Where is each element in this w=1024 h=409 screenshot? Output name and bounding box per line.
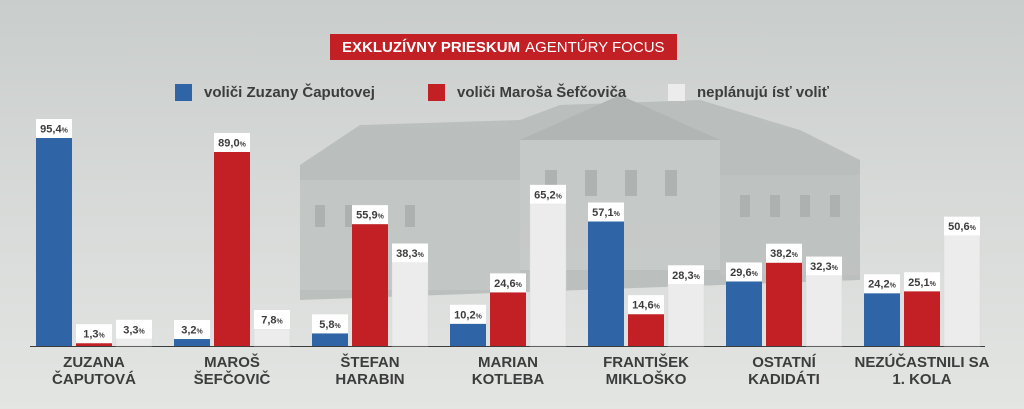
bar-sefcovic [490, 292, 526, 346]
data-label: 25,1% [908, 277, 936, 289]
data-label-box [766, 243, 802, 263]
data-label-box [116, 319, 152, 339]
chart-title: EXKLUZÍVNY PRIESKUM AGENTÚRY FOCUS [330, 34, 677, 60]
bar-sefcovic [628, 314, 664, 346]
bar-caputova [312, 333, 348, 346]
data-label: 7,8% [261, 314, 283, 326]
bar-caputova [36, 138, 72, 346]
data-label-box [628, 295, 664, 315]
data-label-box [392, 243, 428, 263]
legend-label-nonvoters: neplánujú ísť voliť [697, 84, 829, 101]
chart-title-regular: AGENTÚRY FOCUS [525, 38, 665, 56]
legend-swatch-sefcovic [428, 84, 445, 101]
legend-item-nonvoters: neplánujú ísť voliť [668, 84, 829, 101]
legend-swatch-caputova [175, 84, 192, 101]
bar-caputova [726, 281, 762, 346]
legend-item-caputova: voliči Zuzany Čaputovej [175, 84, 375, 101]
legend-label-caputova: voliči Zuzany Čaputovej [204, 84, 375, 101]
category-label: MAROŠ [204, 353, 260, 371]
bar-nonvoters [667, 284, 705, 347]
category-label: OSTATNÍ [752, 354, 816, 371]
data-label: 28,3% [672, 270, 700, 282]
bar-nonvoters [943, 235, 981, 347]
data-label: 57,1% [592, 207, 620, 219]
category-label: MARIAN [478, 354, 538, 371]
category-label: HARABIN [335, 371, 404, 388]
data-label-box [726, 262, 762, 282]
data-label: 50,6% [948, 221, 976, 233]
legend-swatch-nonvoters [668, 84, 685, 101]
data-label-box [450, 304, 486, 324]
category-label: ŠTEFAN [340, 353, 399, 371]
bar-nonvoters [391, 262, 429, 347]
data-label: 55,9% [356, 210, 384, 222]
data-label-box [530, 184, 566, 204]
bar-caputova [864, 293, 900, 346]
category-label: ČAPUTOVÁ [52, 370, 136, 388]
data-label: 10,2% [454, 309, 482, 321]
data-label-box [490, 273, 526, 293]
bar-caputova [174, 339, 210, 346]
bar-sefcovic [352, 224, 388, 346]
data-label-box [254, 309, 290, 329]
bar-nonvoters [253, 328, 291, 347]
data-label-box [668, 265, 704, 285]
data-label-box [864, 274, 900, 294]
data-label-box [312, 314, 348, 334]
data-label-box [174, 320, 210, 340]
data-label-box [806, 256, 842, 276]
bar-sefcovic [76, 343, 112, 346]
bar-caputova [588, 221, 624, 346]
data-label: 1,3% [83, 329, 105, 341]
data-label-box [352, 205, 388, 225]
data-label: 5,8% [319, 319, 341, 331]
data-label: 32,3% [810, 261, 838, 273]
category-label: NEZÚČASTNILI SA [855, 353, 990, 371]
data-label: 29,6% [730, 267, 758, 279]
data-label-box [214, 132, 250, 152]
category-label: 1. KOLA [892, 371, 951, 388]
data-label-box [944, 216, 980, 236]
bar-sefcovic [904, 291, 940, 346]
data-label: 24,2% [868, 279, 896, 291]
category-label: KOTLEBA [472, 371, 545, 388]
chart-title-bold: EXKLUZÍVNY PRIESKUM [342, 38, 521, 56]
data-label: 38,3% [396, 248, 424, 260]
category-label: MIKLOŠKO [606, 370, 687, 388]
legend-item-sefcovic: voliči Maroša Šefčoviča [428, 84, 626, 101]
data-label: 65,2% [534, 189, 562, 201]
data-label: 95,4% [40, 124, 68, 136]
bar-caputova [450, 323, 486, 346]
data-label-box [76, 324, 112, 344]
category-label: KADIDÁTI [748, 371, 820, 388]
bar-nonvoters [115, 338, 153, 347]
data-label: 14,6% [632, 300, 660, 312]
legend-label-sefcovic: voliči Maroša Šefčoviča [457, 84, 627, 101]
category-label: ZUZANA [63, 354, 125, 371]
bar-sefcovic [214, 151, 250, 346]
data-label-box [36, 119, 72, 138]
data-label: 3,2% [181, 325, 203, 337]
data-label-box [904, 272, 940, 292]
bar-nonvoters [805, 275, 843, 347]
category-label: FRANTIŠEK [603, 353, 689, 371]
bar-nonvoters [529, 203, 567, 347]
data-label: 89,0% [218, 137, 246, 149]
data-label: 3,3% [123, 324, 145, 336]
data-label-box [588, 202, 624, 222]
data-label: 24,6% [494, 278, 522, 290]
data-label: 38,2% [770, 248, 798, 260]
bar-sefcovic [766, 262, 802, 346]
category-label: ŠEFČOVIČ [194, 370, 271, 388]
